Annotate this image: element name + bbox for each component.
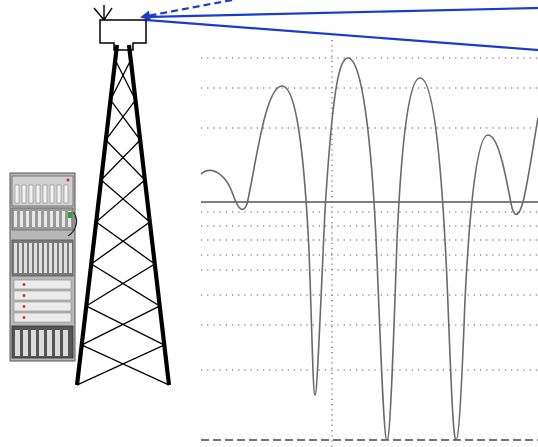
rack-drawer-led — [22, 316, 26, 319]
signal-line-upper — [145, 6, 538, 19]
lattice-tower-icon — [74, 5, 172, 386]
lattice-brace — [85, 263, 156, 307]
rack-fan-slot — [23, 330, 28, 356]
lattice-brace — [81, 344, 170, 386]
rack-fan-slot — [63, 330, 68, 356]
server-rack-icon — [9, 172, 78, 362]
rack-fan-slot — [15, 330, 20, 356]
rack-module-slot — [39, 243, 42, 273]
rack-fan-slot — [47, 330, 52, 356]
rack-module-slot — [69, 243, 72, 273]
antenna-icon — [93, 5, 113, 21]
rack-card — [35, 184, 41, 204]
rack-fan-slot — [55, 330, 60, 356]
rack-status — [68, 212, 72, 218]
rack-drawer — [13, 290, 72, 301]
rack-slot — [50, 211, 53, 227]
rack-slot — [62, 211, 65, 227]
lattice-brace — [105, 99, 136, 141]
rack-module-slot — [54, 243, 57, 273]
rack-module-slot — [14, 243, 17, 273]
rack-slot — [26, 211, 29, 227]
rack-drawer-led — [22, 294, 26, 297]
lattice-brace — [86, 305, 165, 346]
lattice-brace — [95, 179, 146, 223]
signal-line-lower — [145, 18, 538, 52]
signal-line-reflected — [140, 0, 233, 21]
rack-card — [49, 184, 55, 204]
lattice-brace — [95, 221, 156, 265]
lattice-brace — [105, 139, 146, 181]
rack-module-slot — [34, 243, 37, 273]
rack-slot — [20, 211, 23, 227]
lattice-brace — [110, 99, 141, 141]
rack-drawer-led — [22, 305, 26, 308]
rack-module-slot — [29, 243, 32, 273]
rack-slot — [44, 211, 47, 227]
rack-slot — [38, 211, 41, 227]
lattice-brace — [100, 139, 141, 181]
rack-drawer — [13, 312, 72, 323]
rack-module-slot — [19, 243, 22, 273]
rack-module-slot — [64, 243, 67, 273]
rack-card — [28, 184, 34, 204]
rack-module-slot — [49, 243, 52, 273]
lattice-brace — [109, 59, 132, 101]
lattice-brace — [76, 344, 165, 386]
lattice-brace — [100, 179, 151, 223]
rack-card — [42, 184, 48, 204]
fading-waveform — [200, 57, 538, 441]
lattice-brace — [90, 221, 151, 265]
rack-drawer-led — [22, 283, 26, 286]
rack-fan-slot — [39, 330, 44, 356]
tower-leg-left — [74, 44, 120, 386]
rack-card — [63, 184, 69, 204]
rack-slot — [14, 211, 17, 227]
rack-led — [66, 178, 70, 182]
lattice-brace — [90, 263, 161, 307]
rack-card — [56, 184, 62, 204]
rack-drawer — [13, 301, 72, 312]
rack-card — [14, 184, 20, 204]
antenna-box — [99, 19, 147, 51]
rack-slot — [56, 211, 59, 227]
rack-drawer — [13, 279, 72, 290]
rack-card — [21, 184, 27, 204]
rack-module-slot — [59, 243, 62, 273]
rack-module-slot — [24, 243, 27, 273]
grid — [201, 40, 538, 447]
rack-slot — [32, 211, 35, 227]
rack-module-slot — [44, 243, 47, 273]
tower-leg-right — [126, 44, 172, 386]
rack-slot — [68, 211, 71, 227]
rack-fan-slot — [31, 330, 36, 356]
lattice-brace — [114, 59, 137, 101]
rack-module — [11, 239, 74, 277]
lattice-brace — [81, 305, 160, 346]
